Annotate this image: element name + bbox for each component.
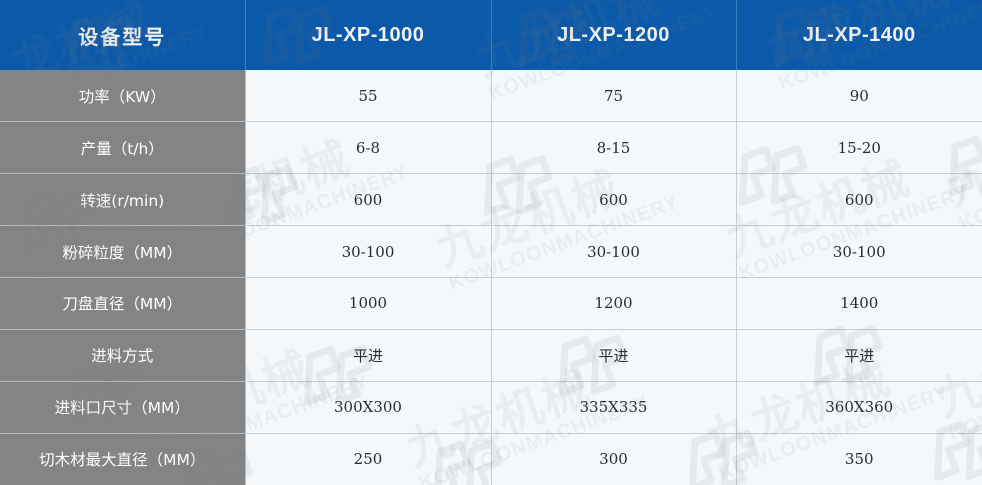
table-row: 进料方式 平进 平进 平进 (0, 329, 982, 382)
cell-cutter-diameter-1200: 1200 (491, 277, 737, 330)
cell-rotation-speed-1200: 600 (491, 173, 737, 227)
row-label-max-wood-diameter: 切木材最大直径（MM） (0, 433, 246, 485)
cell-feeding-method-1200: 平进 (491, 329, 737, 382)
header-row: 设备型号 JL-XP-1000 JL-XP-1200 JL-XP-1400 (0, 0, 982, 70)
cell-feed-opening-size-1400: 360X360 (736, 381, 982, 434)
table-row: 进料口尺寸（MM） 300X300 335X335 360X360 (0, 381, 982, 434)
cell-rotation-speed-1000: 600 (245, 173, 492, 227)
row-label-crushing-size: 粉碎粒度（MM） (0, 225, 246, 278)
cell-power-1400: 90 (736, 70, 982, 123)
header-cell-label-column: 设备型号 (0, 0, 246, 70)
row-label-cutter-diameter: 刀盘直径（MM） (0, 277, 246, 330)
table-row: 粉碎粒度（MM） 30-100 30-100 30-100 (0, 225, 982, 278)
cell-feed-opening-size-1000: 300X300 (245, 381, 492, 434)
cell-capacity-1400: 15-20 (736, 121, 982, 175)
table-row: 切木材最大直径（MM） 250 300 350 (0, 433, 982, 485)
table-row: 刀盘直径（MM） 1000 1200 1400 (0, 277, 982, 330)
header-cell-model-3: JL-XP-1400 (736, 0, 982, 70)
cell-feeding-method-1000: 平进 (245, 329, 492, 382)
header-cell-model-1: JL-XP-1000 (245, 0, 492, 70)
table-row: 功率（KW） 55 75 90 (0, 70, 982, 123)
row-label-capacity: 产量（t/h） (0, 121, 246, 175)
cell-power-1200: 75 (491, 70, 737, 123)
cell-max-wood-diameter-1200: 300 (491, 433, 737, 485)
table-row: 产量（t/h） 6-8 8-15 15-20 (0, 121, 982, 175)
cell-power-1000: 55 (245, 70, 492, 123)
cell-max-wood-diameter-1000: 250 (245, 433, 492, 485)
table-header: 设备型号 JL-XP-1000 JL-XP-1200 JL-XP-1400 (0, 0, 982, 70)
cell-max-wood-diameter-1400: 350 (736, 433, 982, 485)
row-label-power: 功率（KW） (0, 70, 246, 123)
table-row: 转速(r/min) 600 600 600 (0, 173, 982, 227)
cell-capacity-1200: 8-15 (491, 121, 737, 175)
table-body: 功率（KW） 55 75 90 产量（t/h） 6-8 8-15 15-20 转… (0, 70, 982, 485)
cell-feed-opening-size-1200: 335X335 (491, 381, 737, 434)
cell-capacity-1000: 6-8 (245, 121, 492, 175)
cell-cutter-diameter-1000: 1000 (245, 277, 492, 330)
cell-crushing-size-1000: 30-100 (245, 225, 492, 278)
cell-cutter-diameter-1400: 1400 (736, 277, 982, 330)
cell-crushing-size-1200: 30-100 (491, 225, 737, 278)
row-label-feed-opening-size: 进料口尺寸（MM） (0, 381, 246, 434)
cell-feeding-method-1400: 平进 (736, 329, 982, 382)
cell-crushing-size-1400: 30-100 (736, 225, 982, 278)
header-cell-model-2: JL-XP-1200 (491, 0, 737, 70)
row-label-feeding-method: 进料方式 (0, 329, 246, 382)
row-label-rotation-speed: 转速(r/min) (0, 173, 246, 227)
cell-rotation-speed-1400: 600 (736, 173, 982, 227)
